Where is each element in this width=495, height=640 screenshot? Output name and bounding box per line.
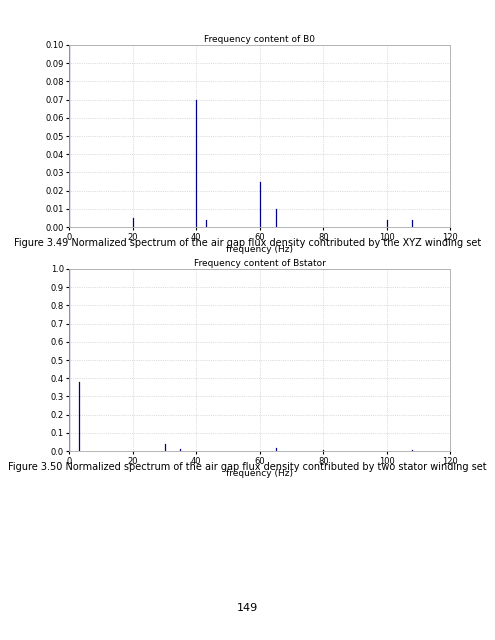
Text: Figure 3.49 Normalized spectrum of the air gap flux density contributed by the X: Figure 3.49 Normalized spectrum of the a… — [14, 238, 481, 248]
X-axis label: frequency (Hz): frequency (Hz) — [226, 468, 294, 477]
Text: Figure 3.50 Normalized spectrum of the air gap flux density contributed by two s: Figure 3.50 Normalized spectrum of the a… — [8, 462, 487, 472]
Title: Frequency content of Bstator: Frequency content of Bstator — [194, 259, 326, 268]
Text: 149: 149 — [237, 603, 258, 613]
Title: Frequency content of B0: Frequency content of B0 — [204, 35, 315, 44]
X-axis label: frequency (Hz): frequency (Hz) — [226, 244, 294, 253]
